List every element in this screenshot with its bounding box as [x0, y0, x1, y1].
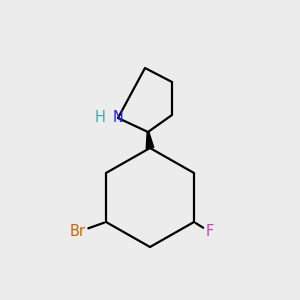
- Text: H: H: [94, 110, 105, 124]
- Text: N: N: [112, 110, 123, 124]
- Text: Br: Br: [70, 224, 86, 239]
- Polygon shape: [146, 132, 154, 148]
- Text: F: F: [206, 224, 214, 239]
